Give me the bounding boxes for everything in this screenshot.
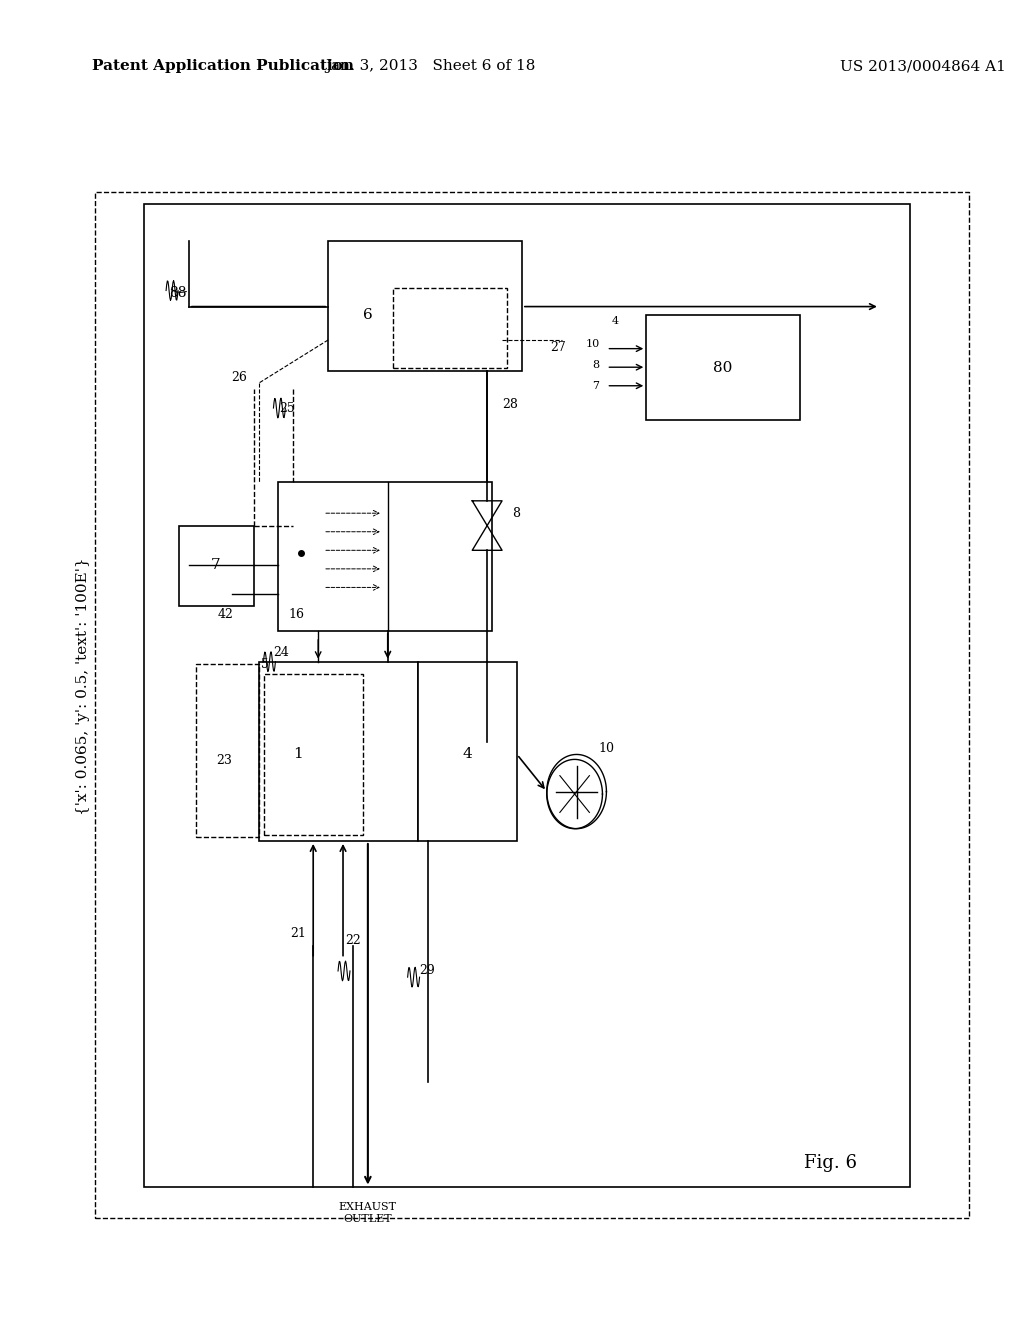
Text: 8: 8 xyxy=(592,360,599,370)
FancyBboxPatch shape xyxy=(179,525,254,606)
Text: Jan. 3, 2013   Sheet 6 of 18: Jan. 3, 2013 Sheet 6 of 18 xyxy=(325,59,536,74)
Text: 21: 21 xyxy=(291,928,306,940)
Text: 23: 23 xyxy=(216,754,231,767)
Text: 42: 42 xyxy=(218,609,233,622)
Text: 28: 28 xyxy=(502,397,518,411)
Text: 22: 22 xyxy=(345,933,360,946)
Text: Patent Application Publication: Patent Application Publication xyxy=(92,59,354,74)
Text: 6: 6 xyxy=(362,309,373,322)
FancyBboxPatch shape xyxy=(418,661,517,841)
Text: Fig. 6: Fig. 6 xyxy=(804,1154,857,1172)
FancyBboxPatch shape xyxy=(258,661,418,841)
Text: {'x': 0.065, 'y': 0.5, 'text': '100E'}: {'x': 0.065, 'y': 0.5, 'text': '100E'} xyxy=(76,557,89,816)
Text: 7: 7 xyxy=(211,558,220,572)
FancyBboxPatch shape xyxy=(279,482,493,631)
Text: 7: 7 xyxy=(593,380,599,391)
Text: EXHAUST
OUTLET: EXHAUST OUTLET xyxy=(339,1203,397,1224)
Text: 10: 10 xyxy=(598,742,614,755)
Text: 10: 10 xyxy=(586,339,599,348)
Text: 4: 4 xyxy=(611,317,618,326)
Text: 26: 26 xyxy=(230,371,247,384)
FancyBboxPatch shape xyxy=(328,242,522,371)
Text: 5: 5 xyxy=(260,657,268,671)
Text: 25: 25 xyxy=(280,401,295,414)
Text: 29: 29 xyxy=(420,965,435,977)
FancyBboxPatch shape xyxy=(144,203,909,1188)
Text: 8: 8 xyxy=(512,507,520,520)
Text: 24: 24 xyxy=(273,647,290,660)
Text: 1: 1 xyxy=(294,747,303,762)
Text: US 2013/0004864 A1: US 2013/0004864 A1 xyxy=(840,59,1006,74)
Text: 80: 80 xyxy=(713,362,732,375)
Text: 16: 16 xyxy=(289,609,304,622)
FancyBboxPatch shape xyxy=(646,315,801,420)
Text: 4: 4 xyxy=(463,747,472,762)
Text: 27: 27 xyxy=(550,341,565,354)
Text: 88: 88 xyxy=(169,286,186,300)
